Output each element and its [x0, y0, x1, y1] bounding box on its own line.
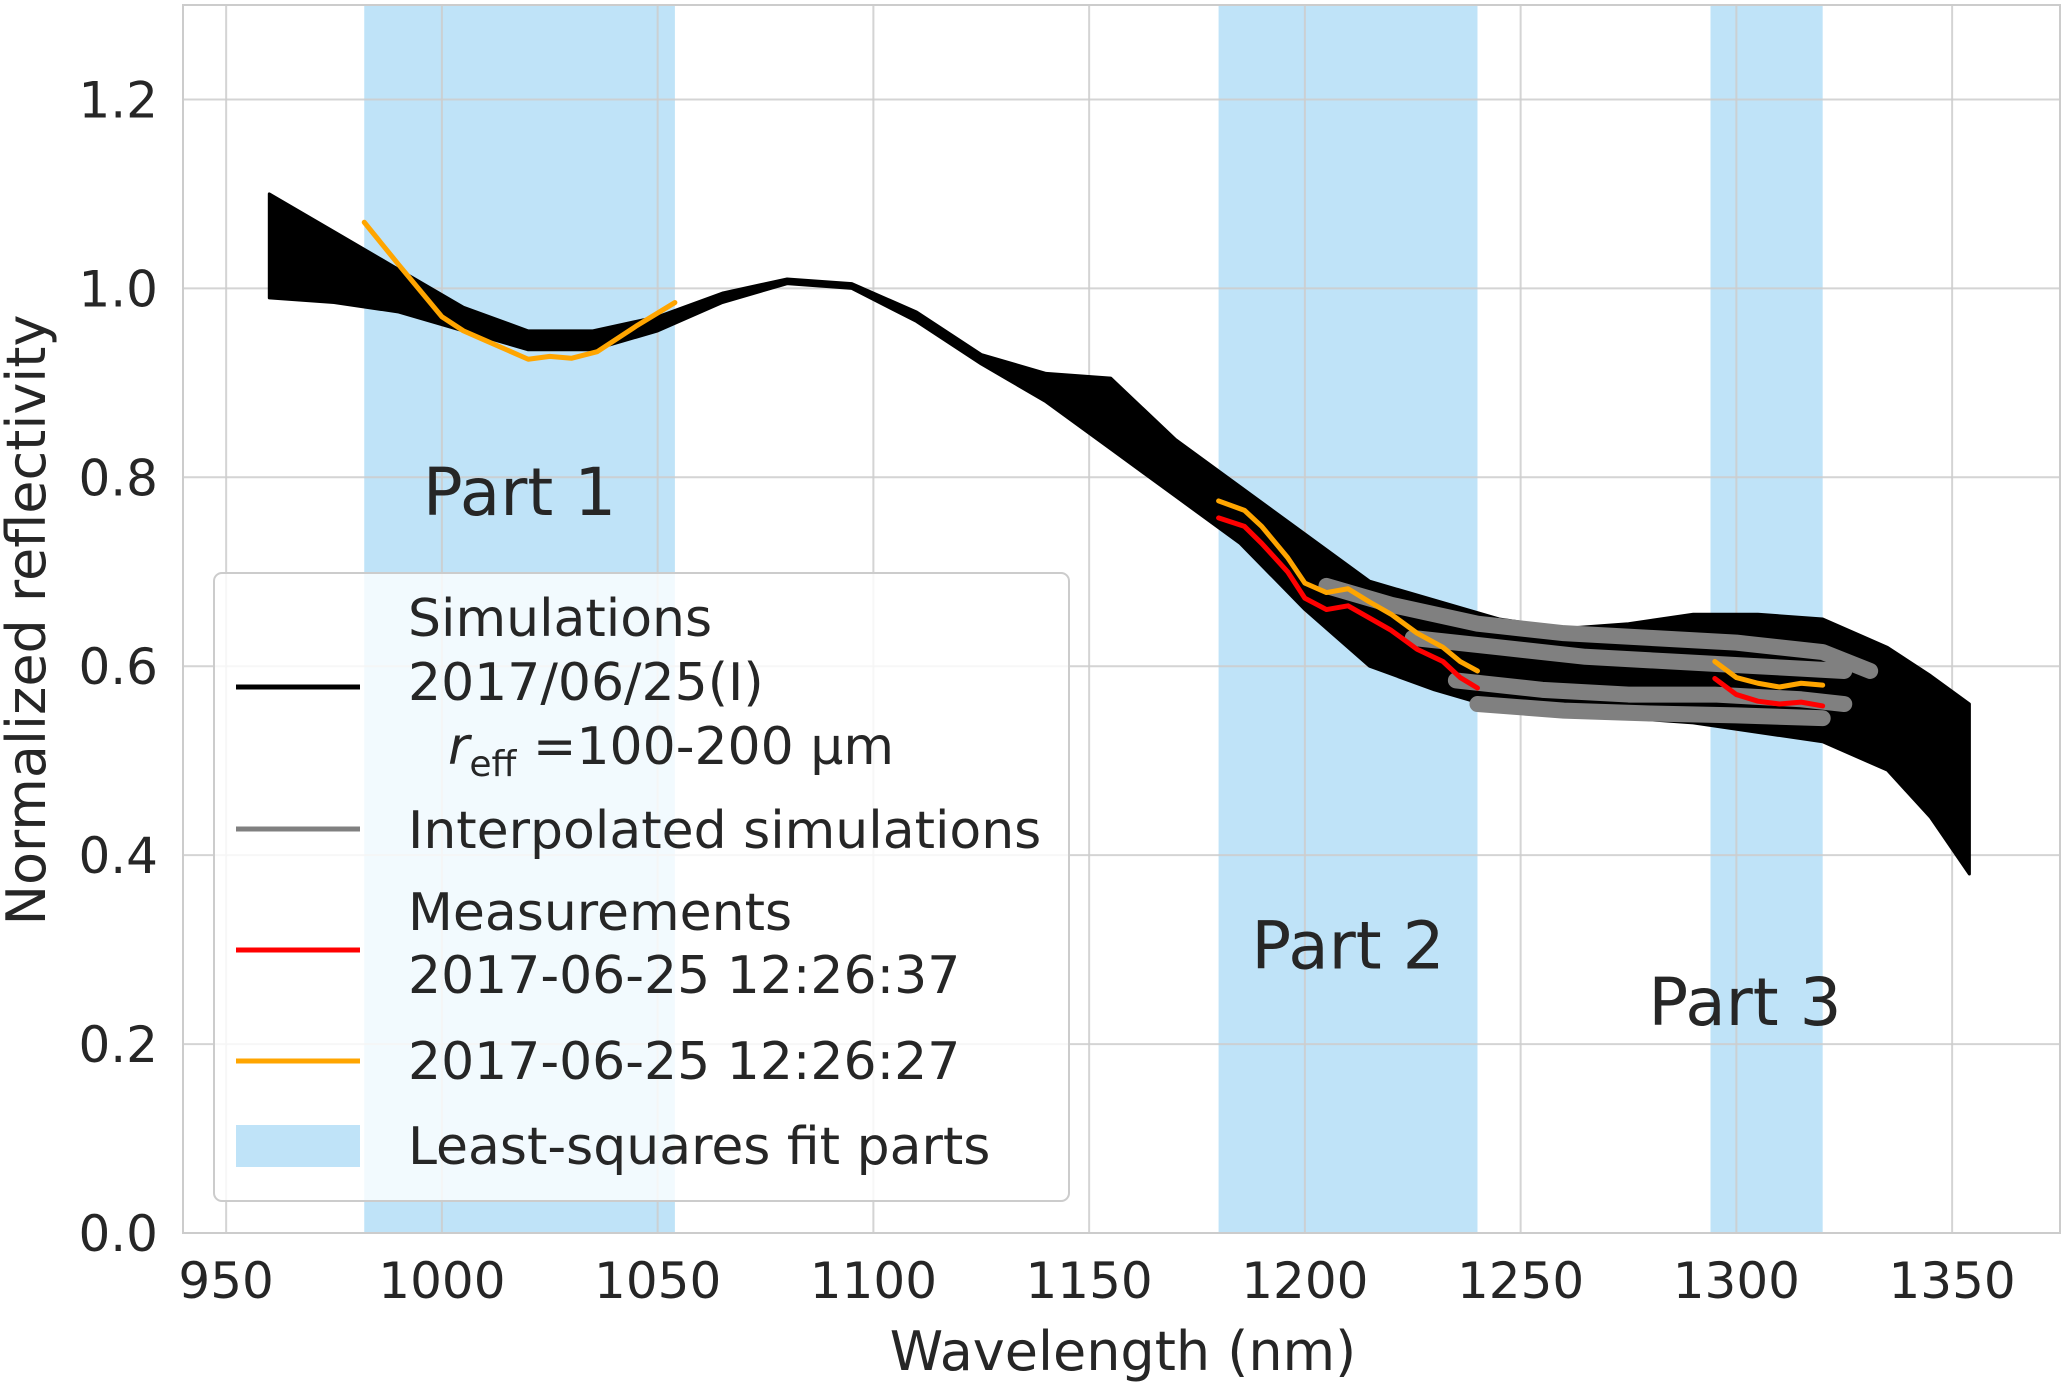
x-tick-label: 1000 — [378, 1252, 505, 1310]
measurement-2-segment-1 — [361, 219, 678, 362]
interpolated-curve-2 — [1404, 629, 1853, 679]
x-tick-label: 1200 — [1241, 1252, 1368, 1310]
y-tick-label: 1.2 — [78, 71, 158, 129]
y-tick-label: 0.2 — [78, 1016, 158, 1074]
legend-interpolated-label: Interpolated simulations — [408, 801, 1041, 861]
reff-symbol: r — [448, 717, 473, 777]
legend: Simulations 2017/06/25(I) reff =100-200 … — [213, 572, 1070, 1202]
measurement-2-segment-3 — [1712, 659, 1826, 690]
x-tick-label: 1050 — [594, 1252, 721, 1310]
legend-fitparts-label: Least-squares fit parts — [408, 1117, 990, 1177]
part-labels: Part 1 Part 2 Part 3 — [423, 454, 1842, 1041]
legend-fitparts-swatch — [236, 1125, 360, 1167]
x-tick-labels: 950 1000 1050 1100 1150 1200 1250 1300 1350 — [178, 1252, 2015, 1310]
x-tick-label: 950 — [178, 1252, 273, 1310]
interpolated-curve-3 — [1447, 672, 1853, 713]
y-tick-label: 1.0 — [78, 260, 158, 318]
part-label-1: Part 1 — [423, 454, 616, 531]
reff-range: =100-200 μm — [516, 717, 894, 777]
legend-simulations-label: Simulations — [408, 589, 712, 649]
y-tick-label: 0.0 — [78, 1205, 158, 1263]
measurement-1-segment-2 — [1712, 676, 1826, 709]
measurement-1-segment-1 — [1216, 515, 1480, 691]
x-tick-label: 1150 — [1026, 1252, 1153, 1310]
x-axis-label: Wavelength (nm) — [890, 1320, 1356, 1383]
x-tick-label: 1250 — [1457, 1252, 1584, 1310]
legend-simulations-reff: reff =100-200 μm — [448, 717, 894, 785]
y-tick-label: 0.6 — [78, 638, 158, 696]
interpolated-curve-1 — [1318, 577, 1879, 679]
legend-simulations-date: 2017/06/25(I) — [408, 653, 764, 713]
legend-measurements-label: Measurements — [408, 883, 792, 943]
legend-measurement2-label: 2017-06-25 12:26:27 — [408, 1032, 960, 1092]
y-tick-label: 0.4 — [78, 827, 158, 885]
x-tick-label: 1300 — [1673, 1252, 1800, 1310]
x-tick-label: 1350 — [1889, 1252, 2016, 1310]
reff-subscript: eff — [469, 744, 517, 785]
y-tick-label: 0.8 — [78, 449, 158, 507]
legend-measurements-date: 2017-06-25 12:26:37 — [408, 946, 960, 1006]
interpolated-simulation-curves — [1318, 577, 1879, 727]
part-label-3: Part 3 — [1648, 964, 1841, 1041]
x-tick-label: 1100 — [810, 1252, 937, 1310]
measurement-2-segment-2 — [1216, 498, 1480, 674]
plot-frame — [182, 4, 2061, 1234]
y-tick-labels: 0.0 0.2 0.4 0.6 0.8 1.0 1.2 — [78, 71, 158, 1263]
part-label-2: Part 2 — [1251, 908, 1444, 985]
legend-box — [213, 572, 1070, 1202]
y-axis-label: Normalized reflectivity — [0, 315, 58, 926]
measurement-curves — [361, 219, 1826, 709]
interpolated-curve-4 — [1469, 696, 1831, 727]
